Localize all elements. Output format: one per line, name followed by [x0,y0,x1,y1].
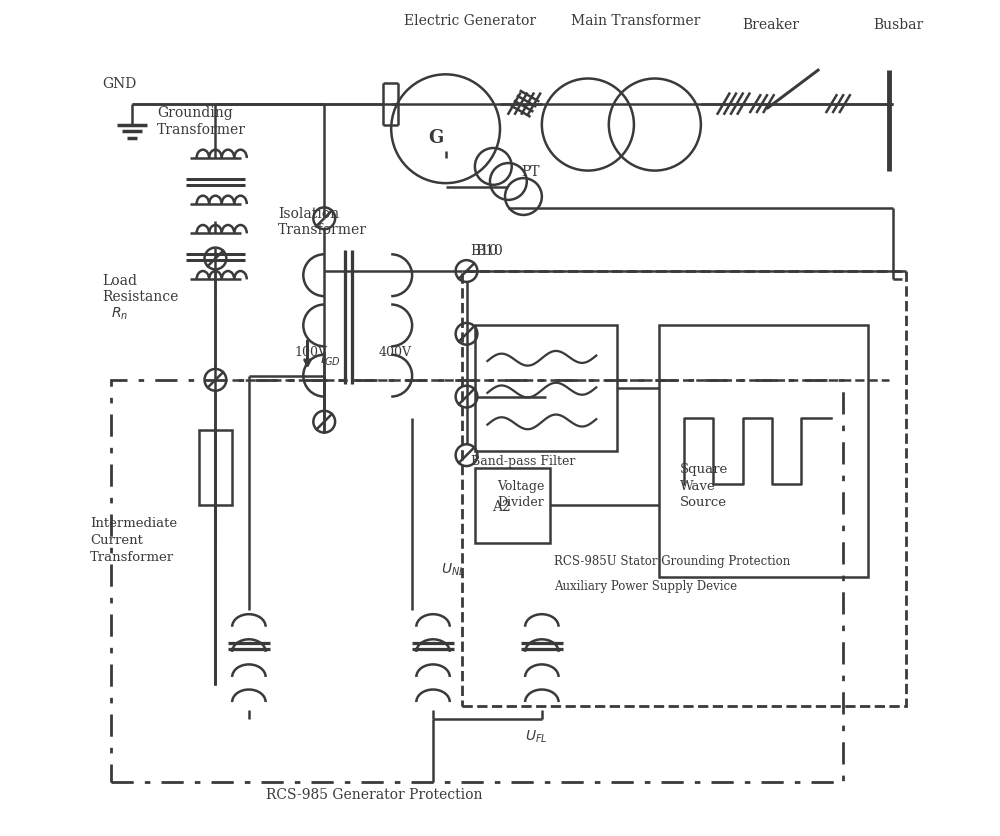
Text: Square: Square [680,462,728,476]
Text: B10: B10 [475,244,503,258]
Text: Current: Current [90,533,143,547]
Text: Voltage: Voltage [497,479,545,492]
Bar [199,431,232,506]
Text: Divider: Divider [497,496,544,509]
Text: GND: GND [102,77,137,91]
Text: 400V: 400V [379,345,412,359]
Bar [659,326,868,577]
Bar [475,326,617,451]
Text: Breaker: Breaker [743,18,800,33]
Text: $U_{NL}$: $U_{NL}$ [441,561,466,577]
Text: B10: B10 [471,244,498,258]
Text: G: G [428,129,443,147]
Text: Main Transformer: Main Transformer [571,14,701,28]
Text: Band-pass Filter: Band-pass Filter [471,454,575,467]
Text: Intermediate: Intermediate [90,517,177,530]
Text: Source: Source [680,496,727,509]
Text: Auxiliary Power Supply Device: Auxiliary Power Supply Device [554,579,738,593]
Text: Grounding: Grounding [157,106,233,120]
Text: Busbar: Busbar [873,18,924,33]
Text: Resistance: Resistance [102,290,179,304]
Text: RCS-985 Generator Protection: RCS-985 Generator Protection [266,788,482,802]
Text: A2: A2 [492,499,510,513]
Text: RCS-985U Stator Grounding Protection: RCS-985U Stator Grounding Protection [554,554,791,568]
Text: PT: PT [521,165,539,179]
Bar [475,468,550,543]
Text: 100V: 100V [295,345,328,359]
Text: Transformer: Transformer [90,550,174,563]
Text: $I_{GD}$: $I_{GD}$ [320,352,341,368]
Text: Isolation: Isolation [278,206,339,221]
Text: $U_{FL}$: $U_{FL}$ [525,728,548,744]
Text: Transformer: Transformer [157,123,246,137]
Text: $R_n$: $R_n$ [111,306,128,322]
Text: Load: Load [102,273,137,288]
Text: Electric Generator: Electric Generator [404,14,536,28]
Text: Wave: Wave [680,479,716,492]
Text: Transformer: Transformer [278,223,367,237]
